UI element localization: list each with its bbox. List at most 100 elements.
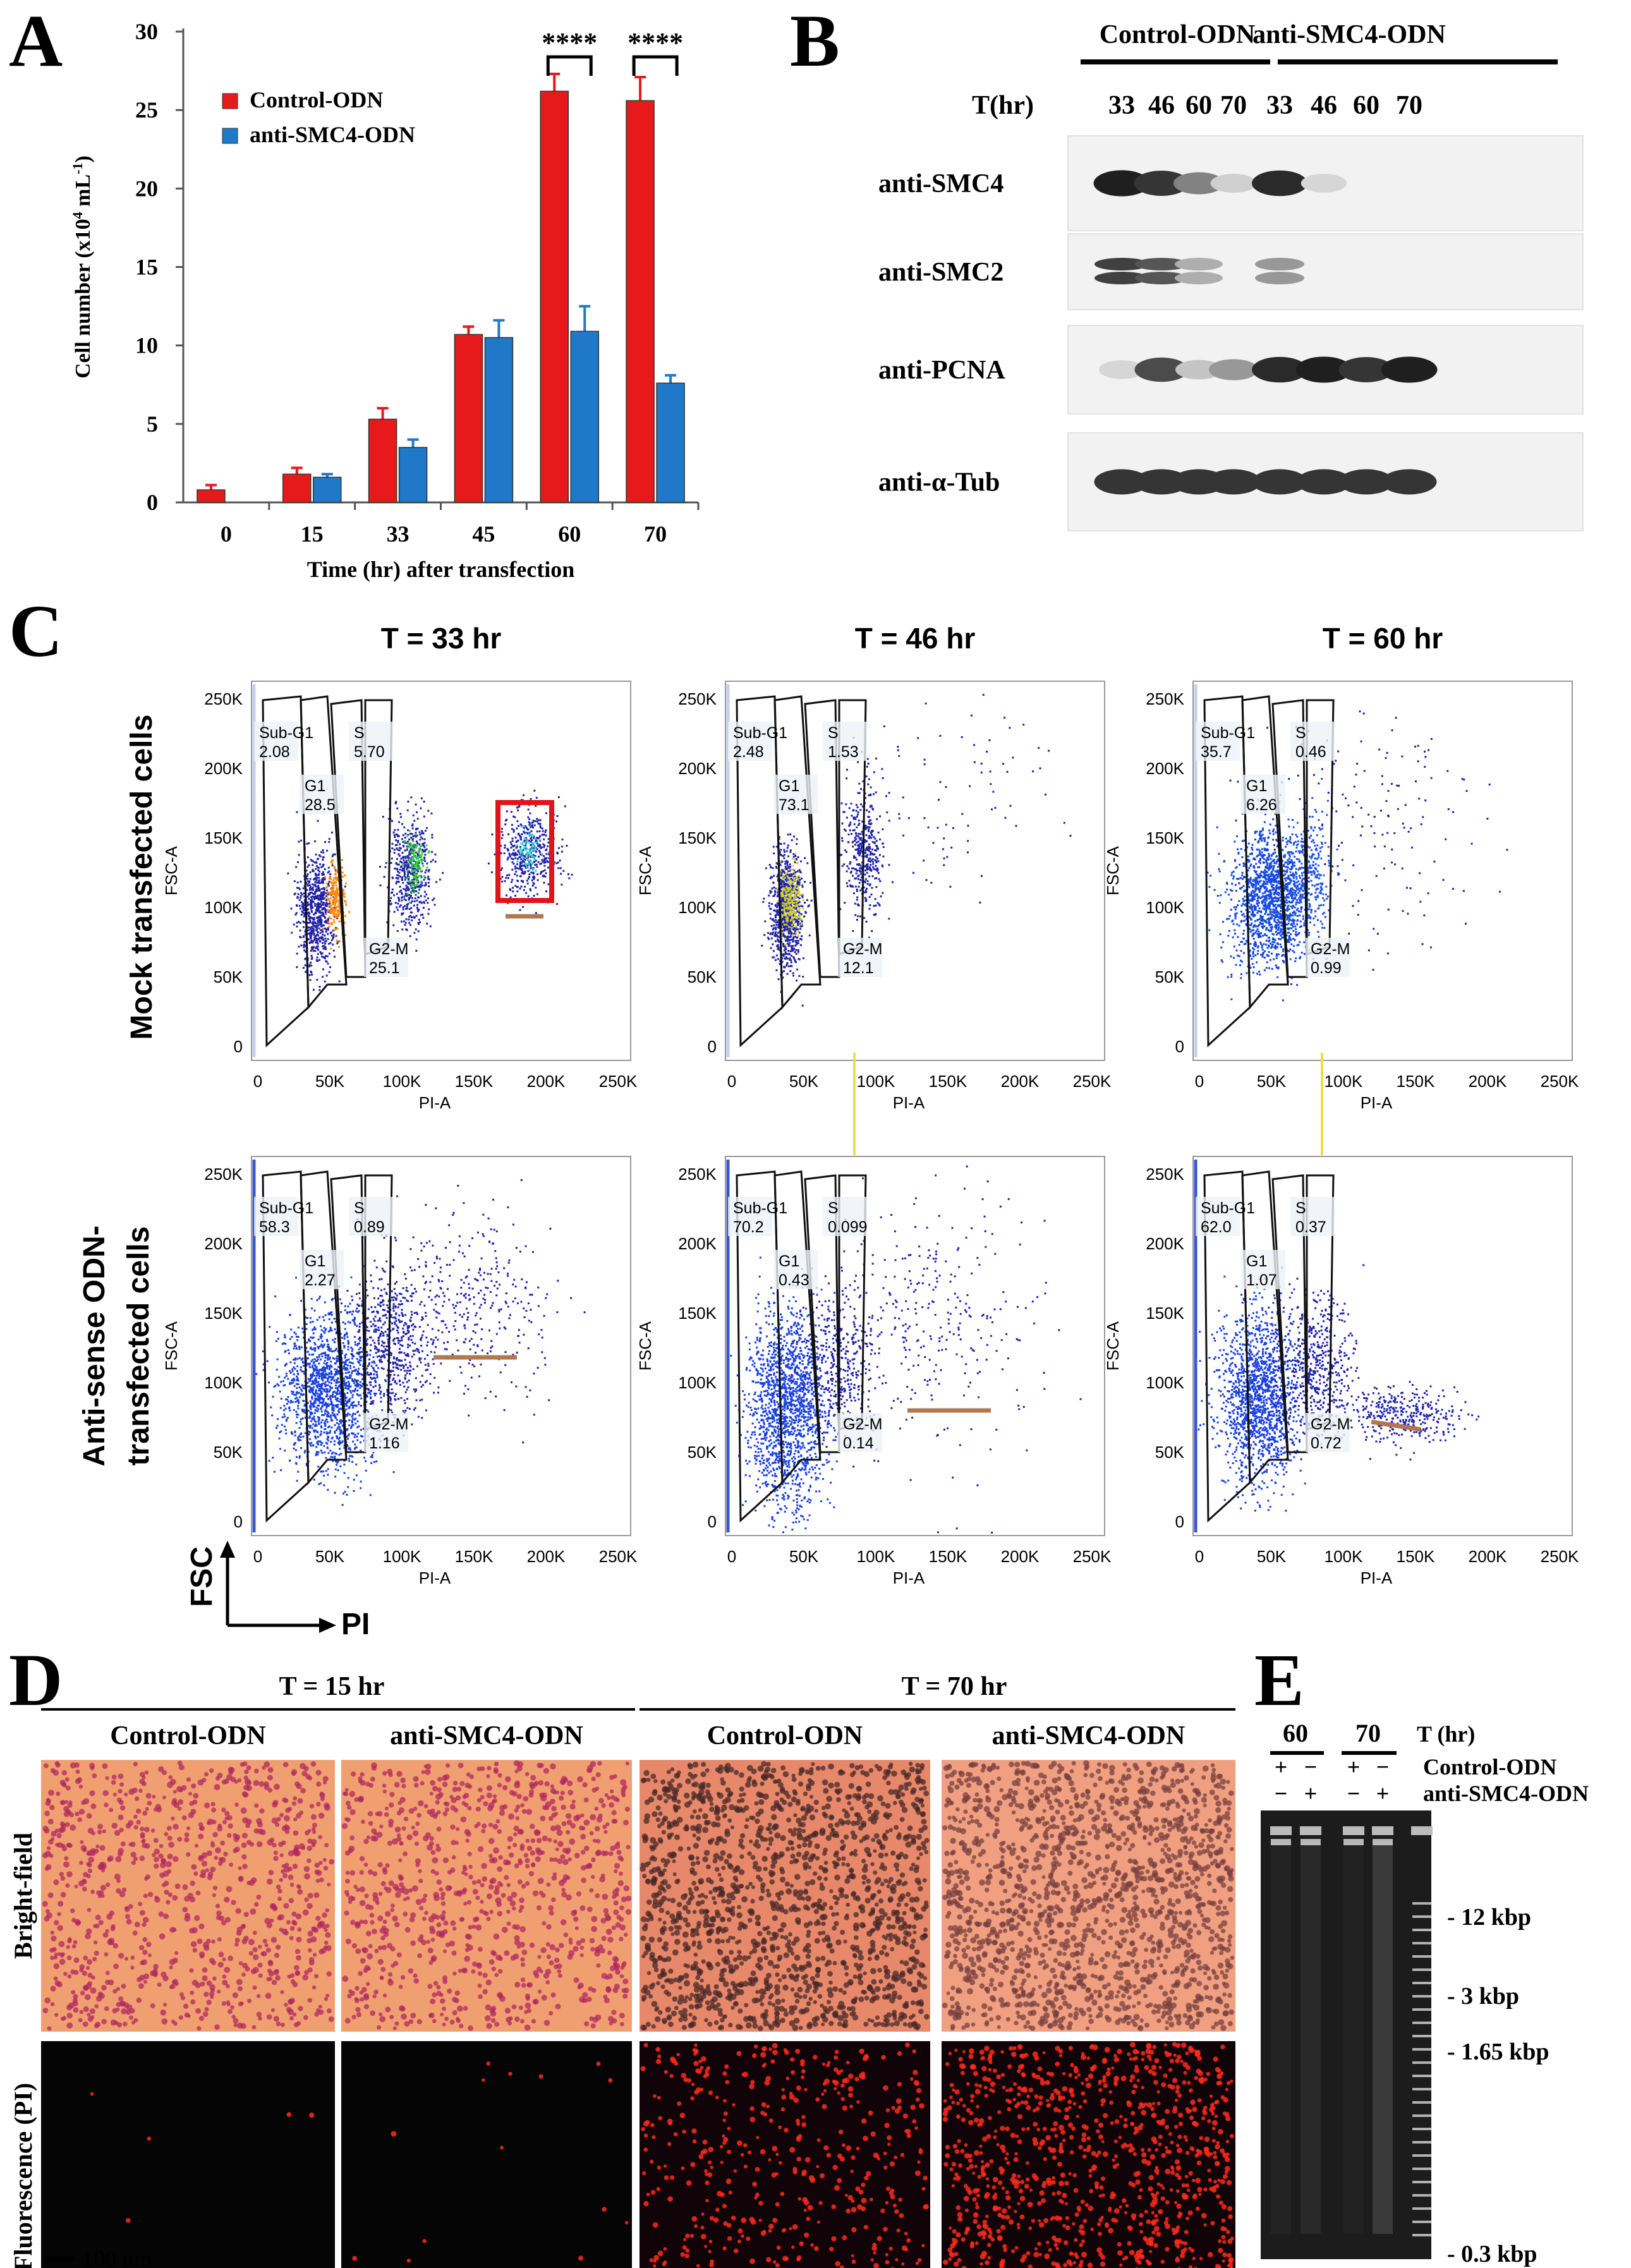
anti-smc4-odn-sign: + bbox=[1304, 1781, 1318, 1806]
flow-y-tick: 50K bbox=[1155, 967, 1185, 986]
flow-x-tick: 100K bbox=[383, 1072, 421, 1091]
gate-g1-value: 2.27 bbox=[305, 1271, 336, 1289]
flow-y-tick: 250K bbox=[678, 1165, 717, 1184]
g2m-marker-bar bbox=[1371, 1419, 1421, 1432]
flow-y-tick: 0 bbox=[234, 1512, 243, 1531]
flow-plot-r1-c1: 250K 200K 150K 100K 50K 00 50K 100K 150K 200K 250K… bbox=[636, 1156, 1112, 1587]
x-tick-label: 70 bbox=[644, 521, 667, 547]
time-point-label: 70 bbox=[1220, 91, 1247, 120]
gate-subg1-label: Sub-G1 bbox=[1201, 1199, 1255, 1217]
bar-control-70 bbox=[626, 100, 655, 503]
gate-g2m-value: 0.72 bbox=[1311, 1434, 1342, 1452]
flow-x-tick: 200K bbox=[527, 1547, 566, 1566]
flow-x-axis-label: PI-A bbox=[419, 1093, 451, 1112]
flow-y-tick: 50K bbox=[214, 1443, 243, 1462]
protein-band bbox=[1135, 272, 1188, 284]
flow-x-tick: 200K bbox=[1001, 1547, 1040, 1566]
gate-subg1-value: 2.48 bbox=[733, 743, 764, 761]
gate-subg1 bbox=[1203, 695, 1251, 1048]
protein-band bbox=[1134, 171, 1189, 196]
gate-g1 bbox=[1241, 695, 1289, 1010]
protein-band bbox=[1252, 170, 1307, 197]
gel-well bbox=[1270, 1826, 1292, 1835]
gate-g1 bbox=[773, 695, 822, 1010]
protein-band bbox=[1338, 357, 1394, 382]
gate-g1-label: G1 bbox=[779, 777, 799, 795]
gate-s-label: S bbox=[1295, 724, 1306, 742]
control-odn-sign: + bbox=[1347, 1754, 1361, 1780]
blot-label: anti-α-Tub bbox=[878, 468, 1000, 497]
flow-y-tick: 250K bbox=[1146, 689, 1184, 708]
protein-band bbox=[1252, 469, 1307, 495]
legend-entry: anti-SMC4-ODN bbox=[250, 122, 415, 147]
flow-x-tick: 150K bbox=[455, 1547, 494, 1566]
x-axis-label: Time (hr) after transfection bbox=[307, 557, 575, 582]
protein-band bbox=[1296, 469, 1352, 495]
flow-x-tick: 150K bbox=[455, 1072, 494, 1091]
protein-band bbox=[1210, 173, 1257, 193]
time-point-label: 46 bbox=[1311, 91, 1337, 120]
gate-s-value: 0.89 bbox=[354, 1218, 385, 1236]
gate-s-value: 1.53 bbox=[828, 743, 859, 761]
bar-anti-smc4-45 bbox=[484, 337, 514, 503]
flow-y-axis-label: FSC-A bbox=[162, 846, 181, 895]
flow-plot-frame bbox=[251, 1156, 631, 1536]
ladder-band bbox=[1412, 1968, 1431, 1971]
protein-band bbox=[1338, 469, 1394, 495]
pi-arrowhead bbox=[319, 1618, 336, 1633]
bar-control-15 bbox=[282, 473, 312, 503]
protein-band bbox=[1255, 272, 1304, 284]
gate-g1 bbox=[300, 1170, 348, 1486]
gate-subg1-label: Sub-G1 bbox=[259, 1199, 313, 1217]
gate-g2m-label: G2-M bbox=[369, 940, 409, 958]
flow-x-axis-label: PI-A bbox=[1361, 1568, 1393, 1587]
flow-y-tick: 250K bbox=[678, 689, 717, 708]
flow-y-tick: 100K bbox=[204, 1373, 243, 1392]
flow-x-tick: 100K bbox=[857, 1072, 895, 1091]
gate-g2m-value: 25.1 bbox=[369, 959, 400, 977]
flow-y-tick: 50K bbox=[688, 967, 717, 986]
legend-swatch bbox=[222, 128, 238, 144]
flow-x-tick: 150K bbox=[929, 1072, 967, 1091]
gate-g1-label-bg bbox=[300, 775, 344, 814]
row-title-antisense-2: transfected cells bbox=[122, 1227, 155, 1466]
flow-x-tick: 150K bbox=[1397, 1072, 1435, 1091]
g2m-highlight-box bbox=[495, 800, 554, 903]
flow-events bbox=[761, 694, 1072, 1007]
blot-membrane bbox=[1067, 233, 1584, 310]
gate-g2m-label: G2-M bbox=[1311, 940, 1350, 958]
time-group-15: T = 15 hr bbox=[279, 1672, 385, 1701]
genomic-dna-band bbox=[1373, 1839, 1393, 1845]
gate-g2m-label: G2-M bbox=[843, 940, 883, 958]
gate-s-value: 0.099 bbox=[828, 1218, 868, 1236]
flow-y-tick: 150K bbox=[678, 1304, 717, 1323]
flow-plot-r1-c0: 250K 200K 150K 100K 50K 00 50K 100K 150K 200K 250K… bbox=[162, 1156, 638, 1587]
genomic-dna-band bbox=[1301, 1839, 1321, 1845]
gate-g1-label: G1 bbox=[1246, 777, 1267, 795]
row-title-bright-field: Bright-field bbox=[9, 1833, 37, 1959]
flow-x-tick: 250K bbox=[1541, 1072, 1579, 1091]
x-tick-label: 45 bbox=[472, 521, 495, 547]
y-tick-label: 10 bbox=[135, 333, 158, 358]
flow-events bbox=[1197, 1264, 1480, 1512]
ladder-band bbox=[1412, 2114, 1431, 2117]
y-tick-label: 5 bbox=[147, 411, 158, 437]
gate-g1-label-bg bbox=[300, 1250, 344, 1289]
significance-stars: **** bbox=[628, 27, 683, 58]
dna-smear bbox=[1343, 1842, 1364, 2234]
flow-x-tick: 250K bbox=[599, 1547, 638, 1566]
flow-y-axis-label: FSC-A bbox=[1103, 1321, 1122, 1371]
micrograph-col-title: anti-SMC4-ODN bbox=[992, 1721, 1185, 1750]
x-tick-label: 33 bbox=[387, 521, 409, 547]
flow-x-axis-label: PI-A bbox=[1361, 1093, 1393, 1112]
fluorescence-background bbox=[41, 2041, 335, 2268]
gate-s-value: 5.70 bbox=[354, 743, 385, 761]
flow-y-tick: 0 bbox=[708, 1037, 717, 1056]
gate-g2m-value: 12.1 bbox=[843, 959, 874, 977]
gate-s-label-bg bbox=[1290, 1197, 1335, 1236]
ladder-band bbox=[1412, 1942, 1431, 1944]
flow-x-tick: 0 bbox=[1195, 1547, 1204, 1566]
protein-band bbox=[1381, 356, 1438, 383]
gate-subg1-value: 58.3 bbox=[259, 1218, 290, 1236]
